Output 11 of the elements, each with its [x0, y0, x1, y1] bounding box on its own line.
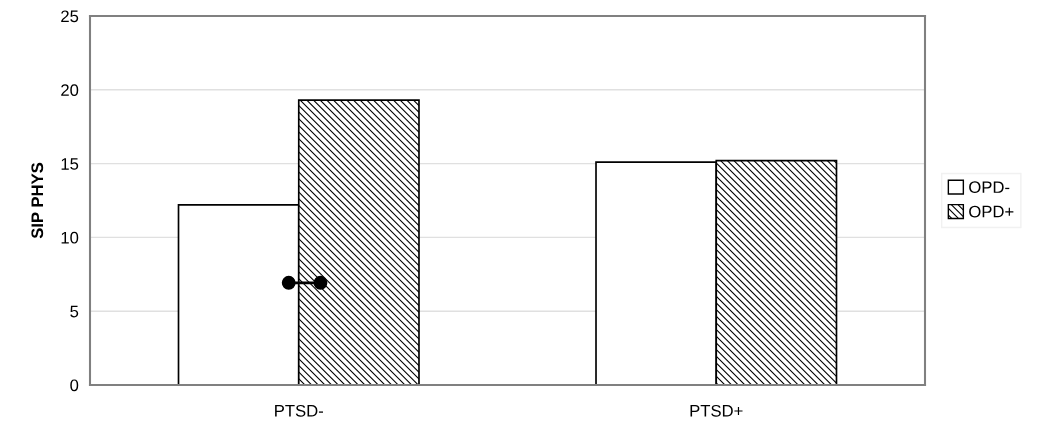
y-tick-label: 25: [61, 10, 79, 23]
y-tick-label: 0: [70, 379, 79, 392]
legend-label: OPD-: [969, 181, 1010, 194]
y-axis-title: SIP PHYS: [31, 162, 44, 239]
y-tick-label: 10: [61, 231, 79, 244]
legend-label: OPD+: [969, 205, 1014, 218]
y-tick-label: 15: [61, 158, 79, 170]
x-tick-label: PTSD+: [690, 404, 743, 417]
y-tick-label: 5: [70, 305, 79, 318]
x-tick-label: PTSD-: [275, 404, 324, 417]
y-tick-label: 20: [61, 84, 79, 96]
